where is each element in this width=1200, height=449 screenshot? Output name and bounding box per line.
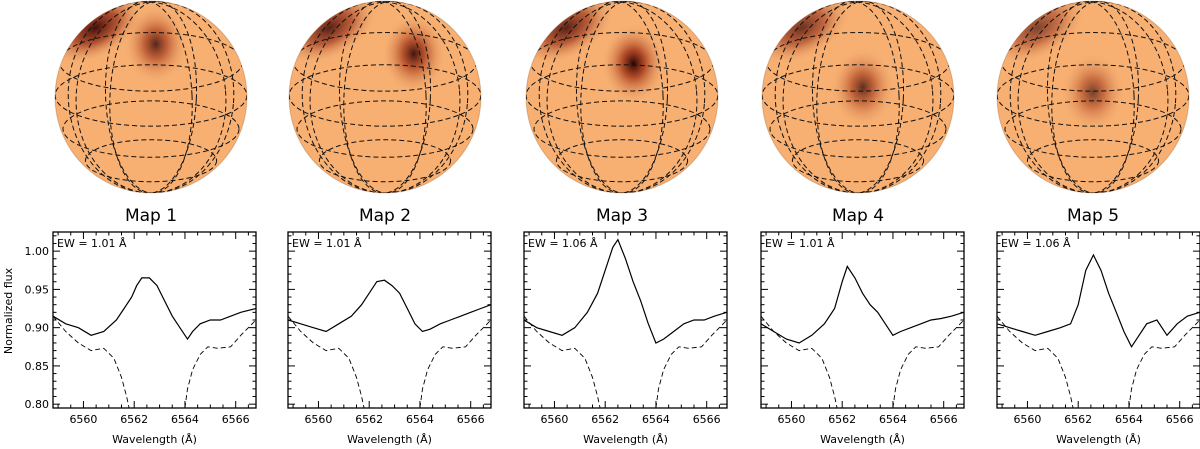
plot-frame (52, 231, 257, 409)
ew-annotation: EW = 1.01 Å (57, 237, 127, 250)
x-tick-label: 6564 (642, 413, 670, 426)
spectrum-panel-5: 6560 6562 6564 6566 EW = 1.06 Å Wavelength (Å… (996, 231, 1200, 446)
ew-annotation: EW = 1.06 Å (1001, 237, 1071, 250)
x-tick-label: 6564 (1115, 413, 1143, 426)
reference-profile-line (1128, 319, 1200, 408)
spectra-panels: 6560 6562 6564 6566 0.80 0.85 0.90 0.95 1.00 EW =… (25, 231, 1200, 446)
x-tick-label: 6562 (591, 413, 619, 426)
spectrum-panel-4: 6560 6562 6564 6566 EW = 1.01 Å Wavelength (Å… (760, 231, 965, 446)
plot-frame (996, 231, 1200, 409)
x-tick-label: 6562 (828, 413, 856, 426)
reference-profile-line (184, 319, 256, 408)
x-axis-label: Wavelength (Å) (347, 433, 432, 446)
x-tick-label: 6560 (540, 413, 568, 426)
x-tick-label: 6566 (693, 413, 721, 426)
starspot (600, 23, 667, 104)
spectrum-panel-2: 6560 6562 6564 6566 EW = 1.01 Å Wavelength (Å… (287, 231, 492, 446)
spot-map-3: Map 3 (525, 0, 719, 226)
map-label: Map 5 (1067, 206, 1119, 226)
x-axis-label: Wavelength (Å) (1056, 433, 1141, 446)
y-tick-label: 0.90 (25, 322, 50, 335)
x-tick-label: 6564 (171, 413, 199, 426)
spot-map-5: Map 5 (996, 0, 1190, 226)
x-tick-label: 6566 (222, 413, 250, 426)
starspot (830, 47, 896, 128)
starspot (381, 13, 447, 95)
x-tick-label: 6566 (930, 413, 958, 426)
spot-map-1: Map 1 (54, 0, 248, 226)
ew-annotation: EW = 1.01 Å (765, 237, 835, 250)
x-axis-label: Wavelength (Å) (583, 433, 668, 446)
reference-profile-line (53, 315, 130, 408)
x-tick-label: 6566 (457, 413, 485, 426)
x-tick-label: 6560 (1013, 413, 1041, 426)
y-tick-label: 1.00 (25, 245, 50, 258)
map-label: Map 2 (359, 206, 411, 226)
starspot (123, 3, 189, 85)
spectrum-panel-1: 6560 6562 6564 6566 0.80 0.85 0.90 0.95 1.00 EW =… (25, 231, 257, 446)
y-axis-label: Normalized flux (2, 267, 15, 354)
x-tick-label: 6560 (304, 413, 332, 426)
x-tick-label: 6560 (777, 413, 805, 426)
plot-frame (287, 231, 492, 409)
reference-profile-line (997, 315, 1074, 408)
spectrum-panel-3: 6560 6562 6564 6566 EW = 1.06 Å Wavelength (Å… (523, 231, 728, 446)
observed-profile-line (288, 279, 491, 333)
spot-map-2: Map 2 (288, 0, 482, 226)
reference-profile-line (524, 315, 601, 408)
reference-profile-line (288, 315, 365, 408)
y-tick-label: 0.85 (25, 360, 50, 373)
x-tick-label: 6564 (406, 413, 434, 426)
map-label: Map 4 (832, 206, 884, 226)
map-label: Map 1 (125, 206, 177, 226)
reference-profile-line (419, 319, 491, 408)
ew-annotation: EW = 1.01 Å (292, 237, 362, 250)
observed-profile-line (761, 265, 964, 344)
map-label: Map 3 (596, 206, 648, 226)
spot-maps: Map 1 Map 2 Map 3 Map 4 Map 5 (54, 0, 1190, 226)
x-tick-label: 6562 (120, 413, 148, 426)
observed-profile-line (524, 238, 727, 344)
x-tick-label: 6560 (69, 413, 97, 426)
x-axis-label: Wavelength (Å) (820, 433, 905, 446)
spot-map-4: Map 4 (761, 0, 955, 226)
reference-profile-line (892, 319, 964, 408)
observed-profile-line (997, 253, 1200, 349)
x-tick-label: 6564 (879, 413, 907, 426)
starspot (1060, 51, 1126, 133)
ew-annotation: EW = 1.06 Å (528, 237, 598, 250)
observed-profile-line (53, 277, 256, 341)
y-tick-label: 0.95 (25, 283, 50, 296)
x-tick-label: 6562 (355, 413, 383, 426)
x-tick-label: 6562 (1064, 413, 1092, 426)
x-tick-label: 6566 (1166, 413, 1194, 426)
x-axis-label: Wavelength (Å) (112, 433, 197, 446)
reference-profile-line (761, 315, 838, 408)
y-tick-label: 0.80 (25, 398, 50, 411)
reference-profile-line (655, 319, 727, 408)
